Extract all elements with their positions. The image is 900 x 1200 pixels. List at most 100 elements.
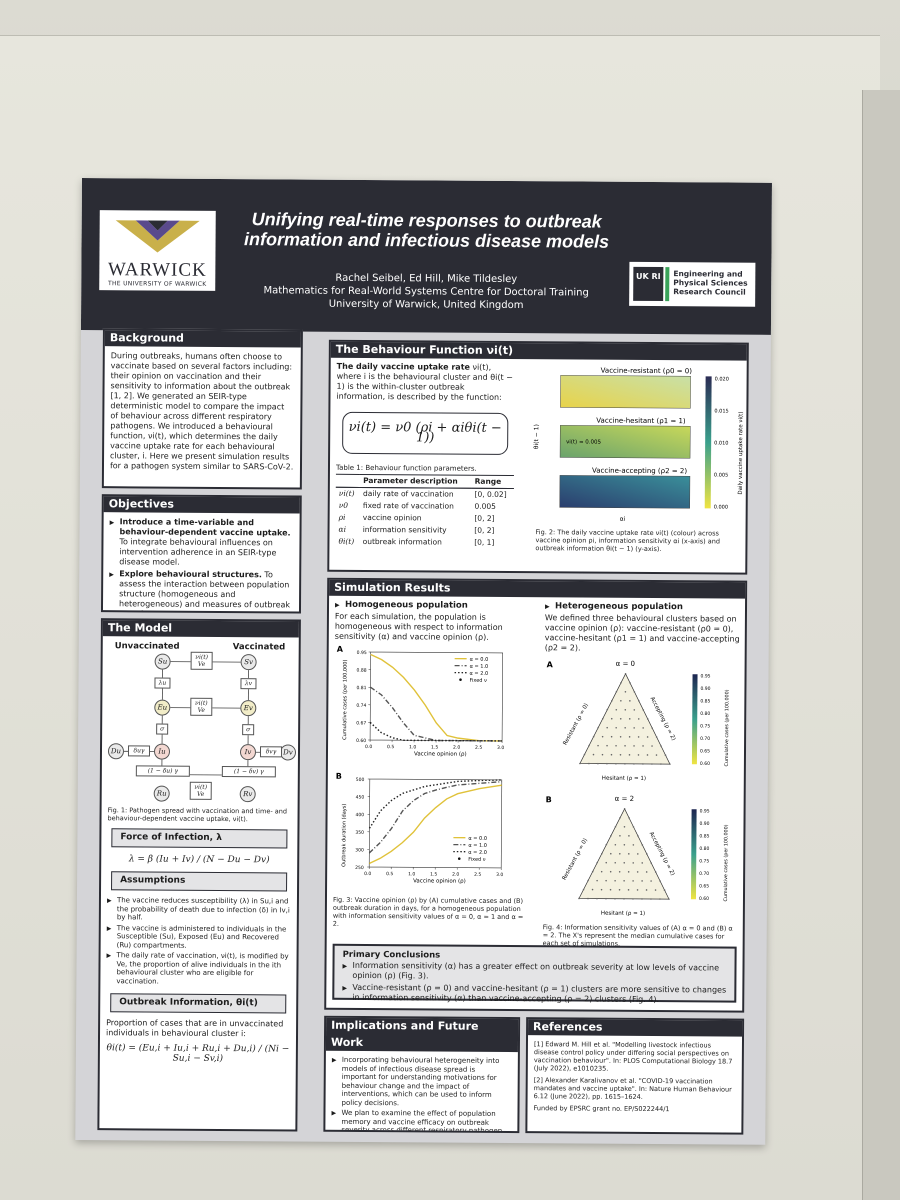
ternary-point: [588, 744, 590, 747]
rate-delta-u: δuγ: [127, 745, 151, 757]
ternary-point: [628, 817, 630, 819]
ternary-point: [619, 717, 622, 720]
panel-label: B: [546, 795, 552, 804]
ternary-point: [650, 880, 652, 882]
heat-title: Vaccine-accepting (ρ2 = 2): [592, 467, 687, 476]
ternary-point: [605, 879, 607, 882]
y-tick-label: 350: [355, 830, 364, 836]
ternary-point: [591, 888, 594, 891]
background-text: During outbreaks, humans often choose to…: [109, 351, 294, 472]
rate-nu: νi(t): [195, 653, 209, 661]
params-cell: θi(t): [338, 536, 355, 546]
rate-ve: Ve: [197, 790, 205, 798]
ternary-point: [641, 898, 643, 900]
ternary-point: [624, 745, 626, 747]
y-tick-label: 400: [356, 812, 365, 818]
ternary-point: [600, 852, 603, 855]
panel-label: B: [336, 772, 342, 781]
ternary-point: [654, 889, 657, 891]
rate-lambda-v: λv: [240, 678, 257, 690]
cbar-tick: 0.80: [699, 846, 709, 852]
ternary-point: [632, 844, 635, 846]
y-tick-label: 0.81: [356, 685, 366, 691]
params-cell: [0, 2]: [474, 513, 495, 523]
ternary-point: [601, 717, 604, 720]
reference-item: [2] Alexander Karalivanov et al. "COVID-…: [533, 1076, 732, 1101]
x-tick-label: 2.0: [453, 745, 460, 751]
ternary-point: [609, 870, 612, 873]
ternary-point: [605, 861, 608, 864]
objective-bold: Explore behavioural structures.: [119, 569, 262, 580]
params-cell: αi: [338, 524, 347, 534]
y-tick-label: 0.74: [356, 703, 366, 709]
ternary-point: [618, 870, 621, 873]
behaviour-intro: The daily vaccine uptake rate νi(t), whe…: [330, 360, 520, 405]
ternary-point: [642, 727, 644, 729]
params-th: Parameter description: [363, 475, 458, 486]
ternary-point: [605, 897, 607, 900]
logo-word: WARWICK: [107, 259, 207, 281]
cbar-label: Cumulative cases (per 100,000): [723, 824, 730, 901]
ternary-point: [620, 699, 622, 702]
ternary-point: [619, 816, 621, 819]
ternary-point: [663, 889, 666, 891]
ternary-point: [641, 862, 644, 864]
cbar-tick: 0.65: [700, 748, 710, 754]
cbar-tick: 0.90: [700, 686, 710, 692]
ternary-point: [592, 735, 595, 738]
ternary-point: [609, 852, 612, 855]
series-line: [370, 653, 503, 742]
ukri-bar: [665, 267, 670, 302]
params-cell: [0, 0.02]: [474, 489, 507, 499]
ternary-point: [632, 826, 635, 828]
background-heading: Background: [103, 329, 302, 348]
x-tick-label: 0.0: [365, 744, 372, 750]
force-heading: Force of Infection, λ: [111, 828, 288, 849]
assumptions-list: The vaccine reduces susceptibility (λ) i…: [100, 894, 297, 990]
ternary-point: [606, 708, 609, 711]
x-tick-label: 1.0: [408, 871, 415, 877]
legend-label: α = 0.0: [470, 657, 489, 663]
ternary-point: [610, 735, 613, 738]
heat-note: νi(t) = 0.005: [566, 439, 601, 445]
params-th: [336, 474, 360, 487]
ternary-point: [591, 870, 594, 873]
background-section: Background During outbreaks, humans ofte…: [101, 328, 303, 490]
ternary-point: [597, 744, 599, 747]
rate-rec-u: (1 − δu) γ: [135, 765, 190, 777]
behaviour-section: The Behaviour Function νi(t) The daily v…: [327, 339, 749, 575]
ternary-point: [606, 726, 608, 729]
ternary-point: [601, 753, 604, 756]
ternary-triangle: [579, 673, 671, 765]
ternary-point: [623, 826, 626, 828]
ternary-point: [623, 808, 626, 810]
cbar-tick: 0.85: [699, 833, 709, 839]
x-tick-label: 3.0: [496, 872, 503, 878]
assumption-item: The vaccine reduces susceptibility (λ) i…: [107, 896, 291, 923]
params-row: νi(t) daily rate of vaccination [0, 0.02]: [336, 487, 514, 501]
ternary-point: [632, 880, 634, 882]
ternary-point: [623, 880, 625, 882]
ternary-point: [629, 682, 631, 684]
fig3b-chart: B 0.0 0.5 1.0 1.5 2.0 2.5 3.0 250 300 350 400 450 500…: [336, 772, 504, 885]
params-cell: ν0: [338, 500, 349, 510]
params-tbody: νi(t) daily rate of vaccination [0, 0.02] ν…: [335, 487, 513, 549]
legend-label: Fixed ν: [469, 678, 487, 684]
ternary-point: [636, 871, 639, 873]
cbar-tick: 0.010: [714, 440, 728, 446]
ternary-point: [632, 862, 635, 864]
implications-heading: Implications and Future Work: [324, 1016, 520, 1053]
node-iv: Iv: [239, 744, 257, 761]
ternary-point: [660, 763, 662, 765]
cbar-tick: 0.020: [715, 376, 729, 382]
simulation-section: Simulation Results Homogeneous populatio…: [324, 577, 748, 1013]
assumption-item: The daily rate of vaccination, νi(t), is…: [106, 951, 290, 986]
x-tick-label: 0.0: [364, 871, 371, 877]
cbar-tick: 0.85: [700, 698, 710, 704]
cbar-tick: 0.000: [714, 504, 728, 510]
ternary-point: [627, 889, 630, 891]
warwick-logo-icon: [115, 220, 200, 253]
reference-item: [1] Edward M. Hill et al. "Modelling liv…: [533, 1040, 733, 1073]
ternary-point: [654, 871, 657, 873]
